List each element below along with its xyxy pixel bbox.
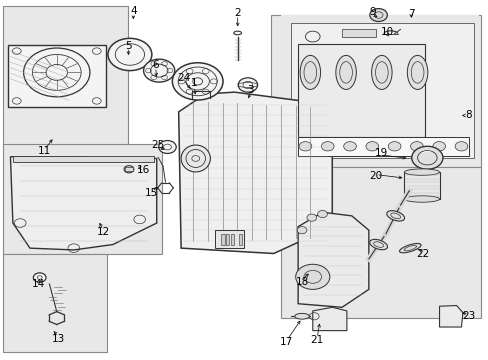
- Circle shape: [454, 141, 467, 151]
- Text: 2: 2: [234, 8, 241, 18]
- Text: 25: 25: [151, 140, 164, 150]
- Ellipse shape: [404, 169, 439, 175]
- Ellipse shape: [181, 145, 210, 172]
- Bar: [230, 234, 234, 245]
- Polygon shape: [298, 212, 368, 307]
- Polygon shape: [312, 307, 346, 330]
- Polygon shape: [439, 306, 462, 327]
- Polygon shape: [291, 23, 473, 158]
- Polygon shape: [298, 137, 468, 156]
- Circle shape: [387, 141, 400, 151]
- Ellipse shape: [335, 55, 356, 89]
- Text: 11: 11: [38, 146, 51, 156]
- Circle shape: [238, 78, 257, 92]
- Text: 10: 10: [380, 27, 393, 37]
- Text: 16: 16: [136, 165, 149, 175]
- Text: 19: 19: [374, 148, 387, 158]
- Circle shape: [410, 141, 423, 151]
- Bar: [3, 6, 128, 146]
- Bar: [341, 30, 375, 37]
- Text: 14: 14: [32, 279, 45, 289]
- Ellipse shape: [300, 55, 320, 89]
- Text: 12: 12: [96, 227, 109, 237]
- Ellipse shape: [399, 243, 420, 253]
- Circle shape: [108, 39, 152, 71]
- Polygon shape: [281, 15, 478, 166]
- Text: 3: 3: [247, 85, 254, 95]
- Text: 21: 21: [310, 334, 323, 345]
- Text: 6: 6: [152, 60, 159, 70]
- Bar: [221, 234, 224, 245]
- Ellipse shape: [294, 314, 309, 319]
- Text: 24: 24: [177, 73, 190, 83]
- Text: 13: 13: [52, 333, 65, 343]
- Circle shape: [297, 226, 306, 234]
- Text: 1: 1: [191, 78, 197, 88]
- Circle shape: [299, 141, 311, 151]
- Circle shape: [23, 48, 90, 97]
- Polygon shape: [215, 230, 244, 248]
- Circle shape: [343, 141, 356, 151]
- Ellipse shape: [407, 55, 427, 89]
- Ellipse shape: [233, 31, 241, 35]
- Polygon shape: [298, 44, 424, 137]
- Bar: [125, 167, 133, 171]
- Polygon shape: [8, 45, 105, 107]
- Circle shape: [143, 59, 174, 82]
- Text: 20: 20: [369, 171, 382, 181]
- Circle shape: [317, 211, 327, 218]
- Circle shape: [306, 214, 316, 221]
- Text: 23: 23: [461, 311, 474, 320]
- Circle shape: [158, 140, 176, 153]
- Circle shape: [172, 63, 223, 100]
- Text: 5: 5: [125, 41, 131, 50]
- Ellipse shape: [371, 55, 391, 89]
- Circle shape: [369, 9, 386, 22]
- Text: 7: 7: [407, 9, 414, 19]
- Polygon shape: [10, 157, 157, 250]
- Text: 17: 17: [280, 337, 293, 347]
- Polygon shape: [178, 92, 331, 253]
- Text: 4: 4: [130, 6, 136, 17]
- Bar: [3, 253, 107, 352]
- Bar: [281, 167, 480, 318]
- Ellipse shape: [369, 239, 386, 250]
- Ellipse shape: [404, 196, 439, 202]
- Circle shape: [33, 273, 46, 282]
- Bar: [238, 234, 242, 245]
- Bar: [404, 172, 439, 199]
- Text: 9: 9: [368, 7, 375, 17]
- Circle shape: [432, 141, 445, 151]
- Bar: [271, 15, 480, 167]
- Circle shape: [321, 141, 333, 151]
- Text: 15: 15: [145, 188, 158, 198]
- Bar: [225, 234, 229, 245]
- Bar: [3, 144, 161, 253]
- Text: 8: 8: [465, 111, 471, 121]
- Bar: [13, 156, 154, 162]
- Ellipse shape: [386, 211, 404, 221]
- Text: 22: 22: [415, 248, 429, 258]
- Text: 18: 18: [295, 277, 308, 287]
- Circle shape: [365, 141, 378, 151]
- Circle shape: [411, 146, 442, 169]
- Circle shape: [295, 264, 329, 289]
